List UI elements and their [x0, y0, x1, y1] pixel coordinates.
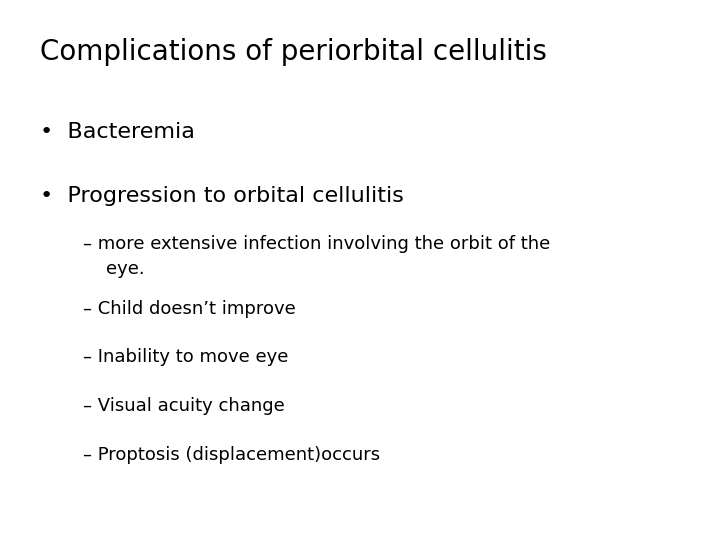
- Text: Complications of periorbital cellulitis: Complications of periorbital cellulitis: [40, 38, 546, 66]
- Text: – more extensive infection involving the orbit of the
    eye.: – more extensive infection involving the…: [83, 235, 550, 278]
- Text: – Visual acuity change: – Visual acuity change: [83, 397, 284, 415]
- Text: – Inability to move eye: – Inability to move eye: [83, 348, 288, 366]
- Text: •  Bacteremia: • Bacteremia: [40, 122, 194, 141]
- Text: •  Progression to orbital cellulitis: • Progression to orbital cellulitis: [40, 186, 403, 206]
- Text: – Proptosis (displacement)occurs: – Proptosis (displacement)occurs: [83, 446, 380, 463]
- Text: – Child doesn’t improve: – Child doesn’t improve: [83, 300, 295, 318]
